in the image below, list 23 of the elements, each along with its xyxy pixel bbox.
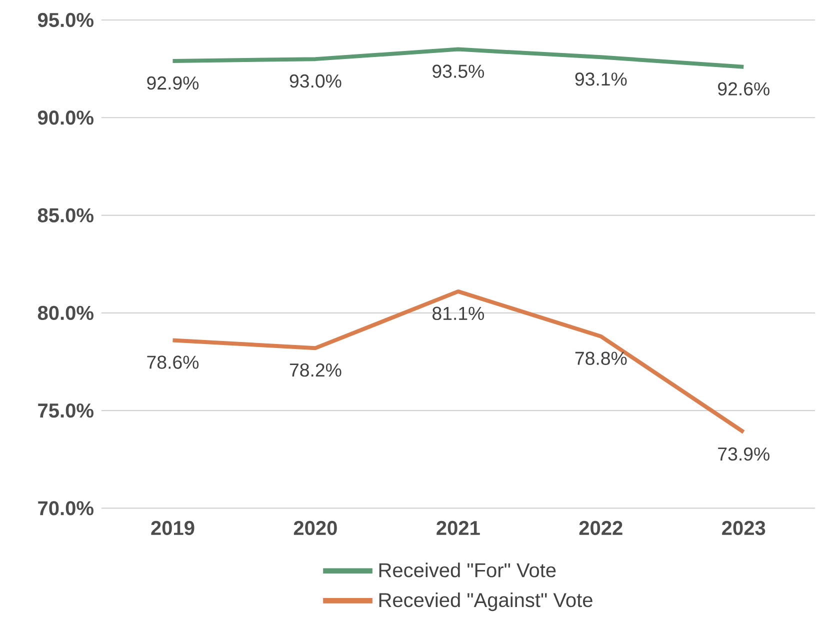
data-label: 73.9% [718,447,770,461]
data-label: 93.1% [575,72,627,86]
data-label: 78.8% [575,352,627,365]
legend-label: Recevied "Against" Vote [379,592,592,611]
y-tick-label: 90.0% [38,110,94,125]
y-tick-label: 95.0% [38,12,94,27]
y-tick-label: 80.0% [38,306,94,320]
y-tick-label: 85.0% [38,208,94,222]
x-tick-label: 2020 [294,520,337,535]
data-label: 81.1% [432,306,484,320]
x-tick-label: 2019 [151,520,194,535]
data-label: 93.5% [432,64,484,78]
y-tick-label: 70.0% [38,500,94,516]
x-tick-label: 2023 [722,520,766,535]
y-tick-label: 75.0% [38,403,94,418]
x-tick-label: 2021 [436,520,480,535]
data-label: 93.0% [290,74,342,88]
data-label: 92.9% [147,76,199,90]
data-label: 92.6% [718,82,770,96]
data-label: 78.2% [290,363,342,377]
x-tick-label: 2022 [579,520,622,535]
legend-label: Received "For" Vote [379,562,556,578]
data-label: 78.6% [147,356,199,369]
